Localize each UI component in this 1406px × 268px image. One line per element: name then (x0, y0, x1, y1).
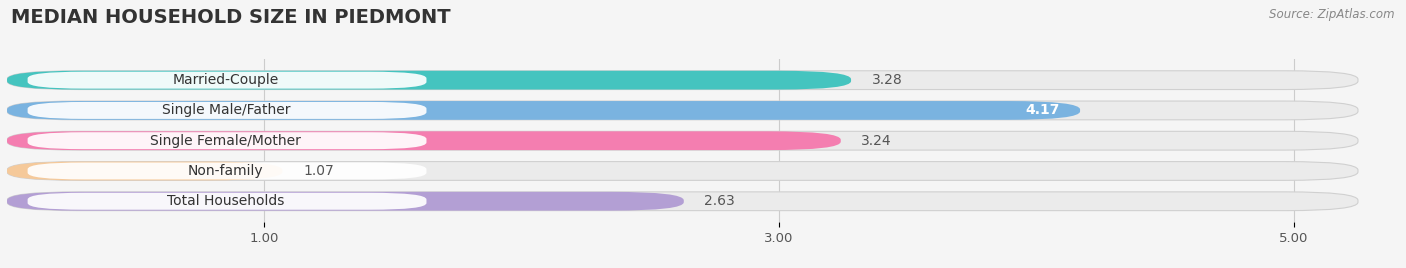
Text: Total Households: Total Households (167, 194, 284, 208)
FancyBboxPatch shape (7, 192, 683, 211)
FancyBboxPatch shape (7, 131, 1358, 150)
FancyBboxPatch shape (28, 72, 426, 89)
FancyBboxPatch shape (28, 102, 426, 119)
Text: Single Female/Mother: Single Female/Mother (150, 134, 301, 148)
FancyBboxPatch shape (7, 192, 1358, 211)
FancyBboxPatch shape (7, 162, 1358, 180)
FancyBboxPatch shape (7, 71, 851, 90)
Text: Single Male/Father: Single Male/Father (162, 103, 290, 117)
FancyBboxPatch shape (28, 132, 426, 149)
FancyBboxPatch shape (7, 131, 841, 150)
FancyBboxPatch shape (28, 162, 426, 180)
FancyBboxPatch shape (7, 162, 283, 180)
Text: 1.07: 1.07 (302, 164, 333, 178)
FancyBboxPatch shape (7, 71, 1358, 90)
Text: 2.63: 2.63 (704, 194, 735, 208)
Text: 3.28: 3.28 (872, 73, 903, 87)
Text: Married-Couple: Married-Couple (173, 73, 278, 87)
Text: Non-family: Non-family (188, 164, 263, 178)
Text: Source: ZipAtlas.com: Source: ZipAtlas.com (1270, 8, 1395, 21)
Text: 3.24: 3.24 (862, 134, 891, 148)
Text: MEDIAN HOUSEHOLD SIZE IN PIEDMONT: MEDIAN HOUSEHOLD SIZE IN PIEDMONT (11, 8, 451, 27)
FancyBboxPatch shape (7, 101, 1080, 120)
Text: 4.17: 4.17 (1025, 103, 1060, 117)
FancyBboxPatch shape (7, 101, 1358, 120)
FancyBboxPatch shape (28, 193, 426, 210)
